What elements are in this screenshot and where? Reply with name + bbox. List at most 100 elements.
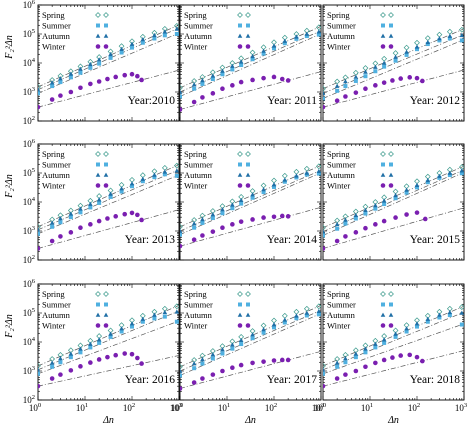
data-point	[334, 98, 340, 104]
data-point	[261, 215, 266, 220]
x-tick-label: 101	[218, 402, 230, 413]
data-point	[294, 316, 299, 321]
year-label: Year: 2017	[267, 374, 318, 386]
legend-label: Spring	[42, 10, 65, 20]
data-point	[382, 64, 387, 69]
legend-marker	[380, 291, 386, 297]
data-point	[97, 61, 102, 66]
plot-area	[180, 163, 321, 249]
data-point	[68, 211, 74, 216]
legend-marker	[95, 312, 101, 317]
legend-label: Spring	[327, 289, 350, 299]
legend-label: Summer	[42, 21, 71, 31]
legend-label: Winter	[42, 321, 65, 331]
data-point	[420, 78, 425, 84]
data-point	[323, 85, 326, 92]
data-point	[88, 222, 93, 227]
data-point	[78, 210, 83, 215]
legend-marker	[237, 151, 243, 157]
data-point	[425, 39, 431, 45]
data-point	[220, 68, 225, 73]
data-point	[363, 346, 368, 351]
data-point	[261, 359, 266, 364]
data-point	[261, 190, 266, 195]
data-point	[152, 172, 157, 177]
data-point	[393, 334, 398, 339]
data-point	[323, 229, 326, 234]
data-point	[230, 346, 235, 351]
data-point	[447, 36, 452, 41]
data-point	[363, 86, 368, 91]
legend-label: Autumn	[42, 170, 71, 180]
data-point	[88, 61, 93, 67]
data-point	[129, 71, 135, 77]
data-point	[38, 371, 40, 376]
data-point	[140, 40, 145, 45]
series-winter	[180, 213, 291, 249]
data-point	[180, 386, 183, 391]
data-point	[250, 332, 255, 337]
data-point	[191, 380, 197, 385]
data-point	[404, 212, 409, 217]
legend-marker	[237, 323, 243, 328]
data-point	[68, 71, 74, 76]
data-point	[437, 36, 442, 41]
y-tick-label: 104	[23, 57, 36, 68]
series-winter	[323, 210, 428, 251]
plot-area	[180, 303, 321, 391]
data-point	[335, 88, 340, 93]
data-point	[210, 372, 216, 377]
data-point	[210, 216, 215, 221]
data-point	[363, 74, 368, 79]
legend-marker	[238, 23, 242, 28]
data-point	[88, 345, 93, 350]
data-point	[282, 177, 288, 182]
data-point	[447, 309, 453, 315]
data-point	[294, 36, 299, 41]
data-point	[261, 48, 266, 53]
data-point	[261, 75, 266, 81]
data-point	[140, 176, 146, 181]
data-point	[315, 163, 321, 170]
data-point	[192, 225, 197, 230]
legend-label: Summer	[184, 21, 213, 31]
legend-marker	[103, 312, 109, 317]
legend-marker	[238, 162, 242, 167]
data-point	[130, 45, 134, 50]
data-point	[250, 217, 255, 222]
data-point	[78, 350, 83, 355]
legend-marker	[245, 172, 251, 177]
data-point	[49, 80, 55, 85]
data-point	[353, 230, 359, 235]
data-point	[50, 224, 55, 229]
data-point	[230, 63, 235, 68]
data-point	[174, 309, 179, 314]
y-tick-label: 104	[23, 196, 36, 207]
data-point	[88, 65, 93, 70]
data-point	[210, 352, 216, 357]
legend-marker	[380, 172, 386, 177]
legend-marker	[95, 151, 101, 157]
data-point	[353, 90, 359, 95]
data-point	[130, 324, 134, 329]
data-point	[230, 202, 235, 207]
data-point	[96, 197, 102, 202]
data-point	[78, 206, 83, 211]
data-point	[458, 26, 464, 33]
legend-marker	[380, 44, 386, 49]
legend-marker	[389, 23, 393, 28]
legend-label: Autumn	[184, 31, 213, 41]
data-point	[381, 198, 387, 203]
legend-marker	[388, 172, 394, 177]
data-point	[88, 205, 93, 210]
data-point	[414, 210, 420, 215]
data-point	[58, 234, 63, 239]
legend-label: Winter	[327, 321, 350, 331]
legend-label: Autumn	[327, 31, 356, 41]
data-point	[200, 220, 205, 225]
